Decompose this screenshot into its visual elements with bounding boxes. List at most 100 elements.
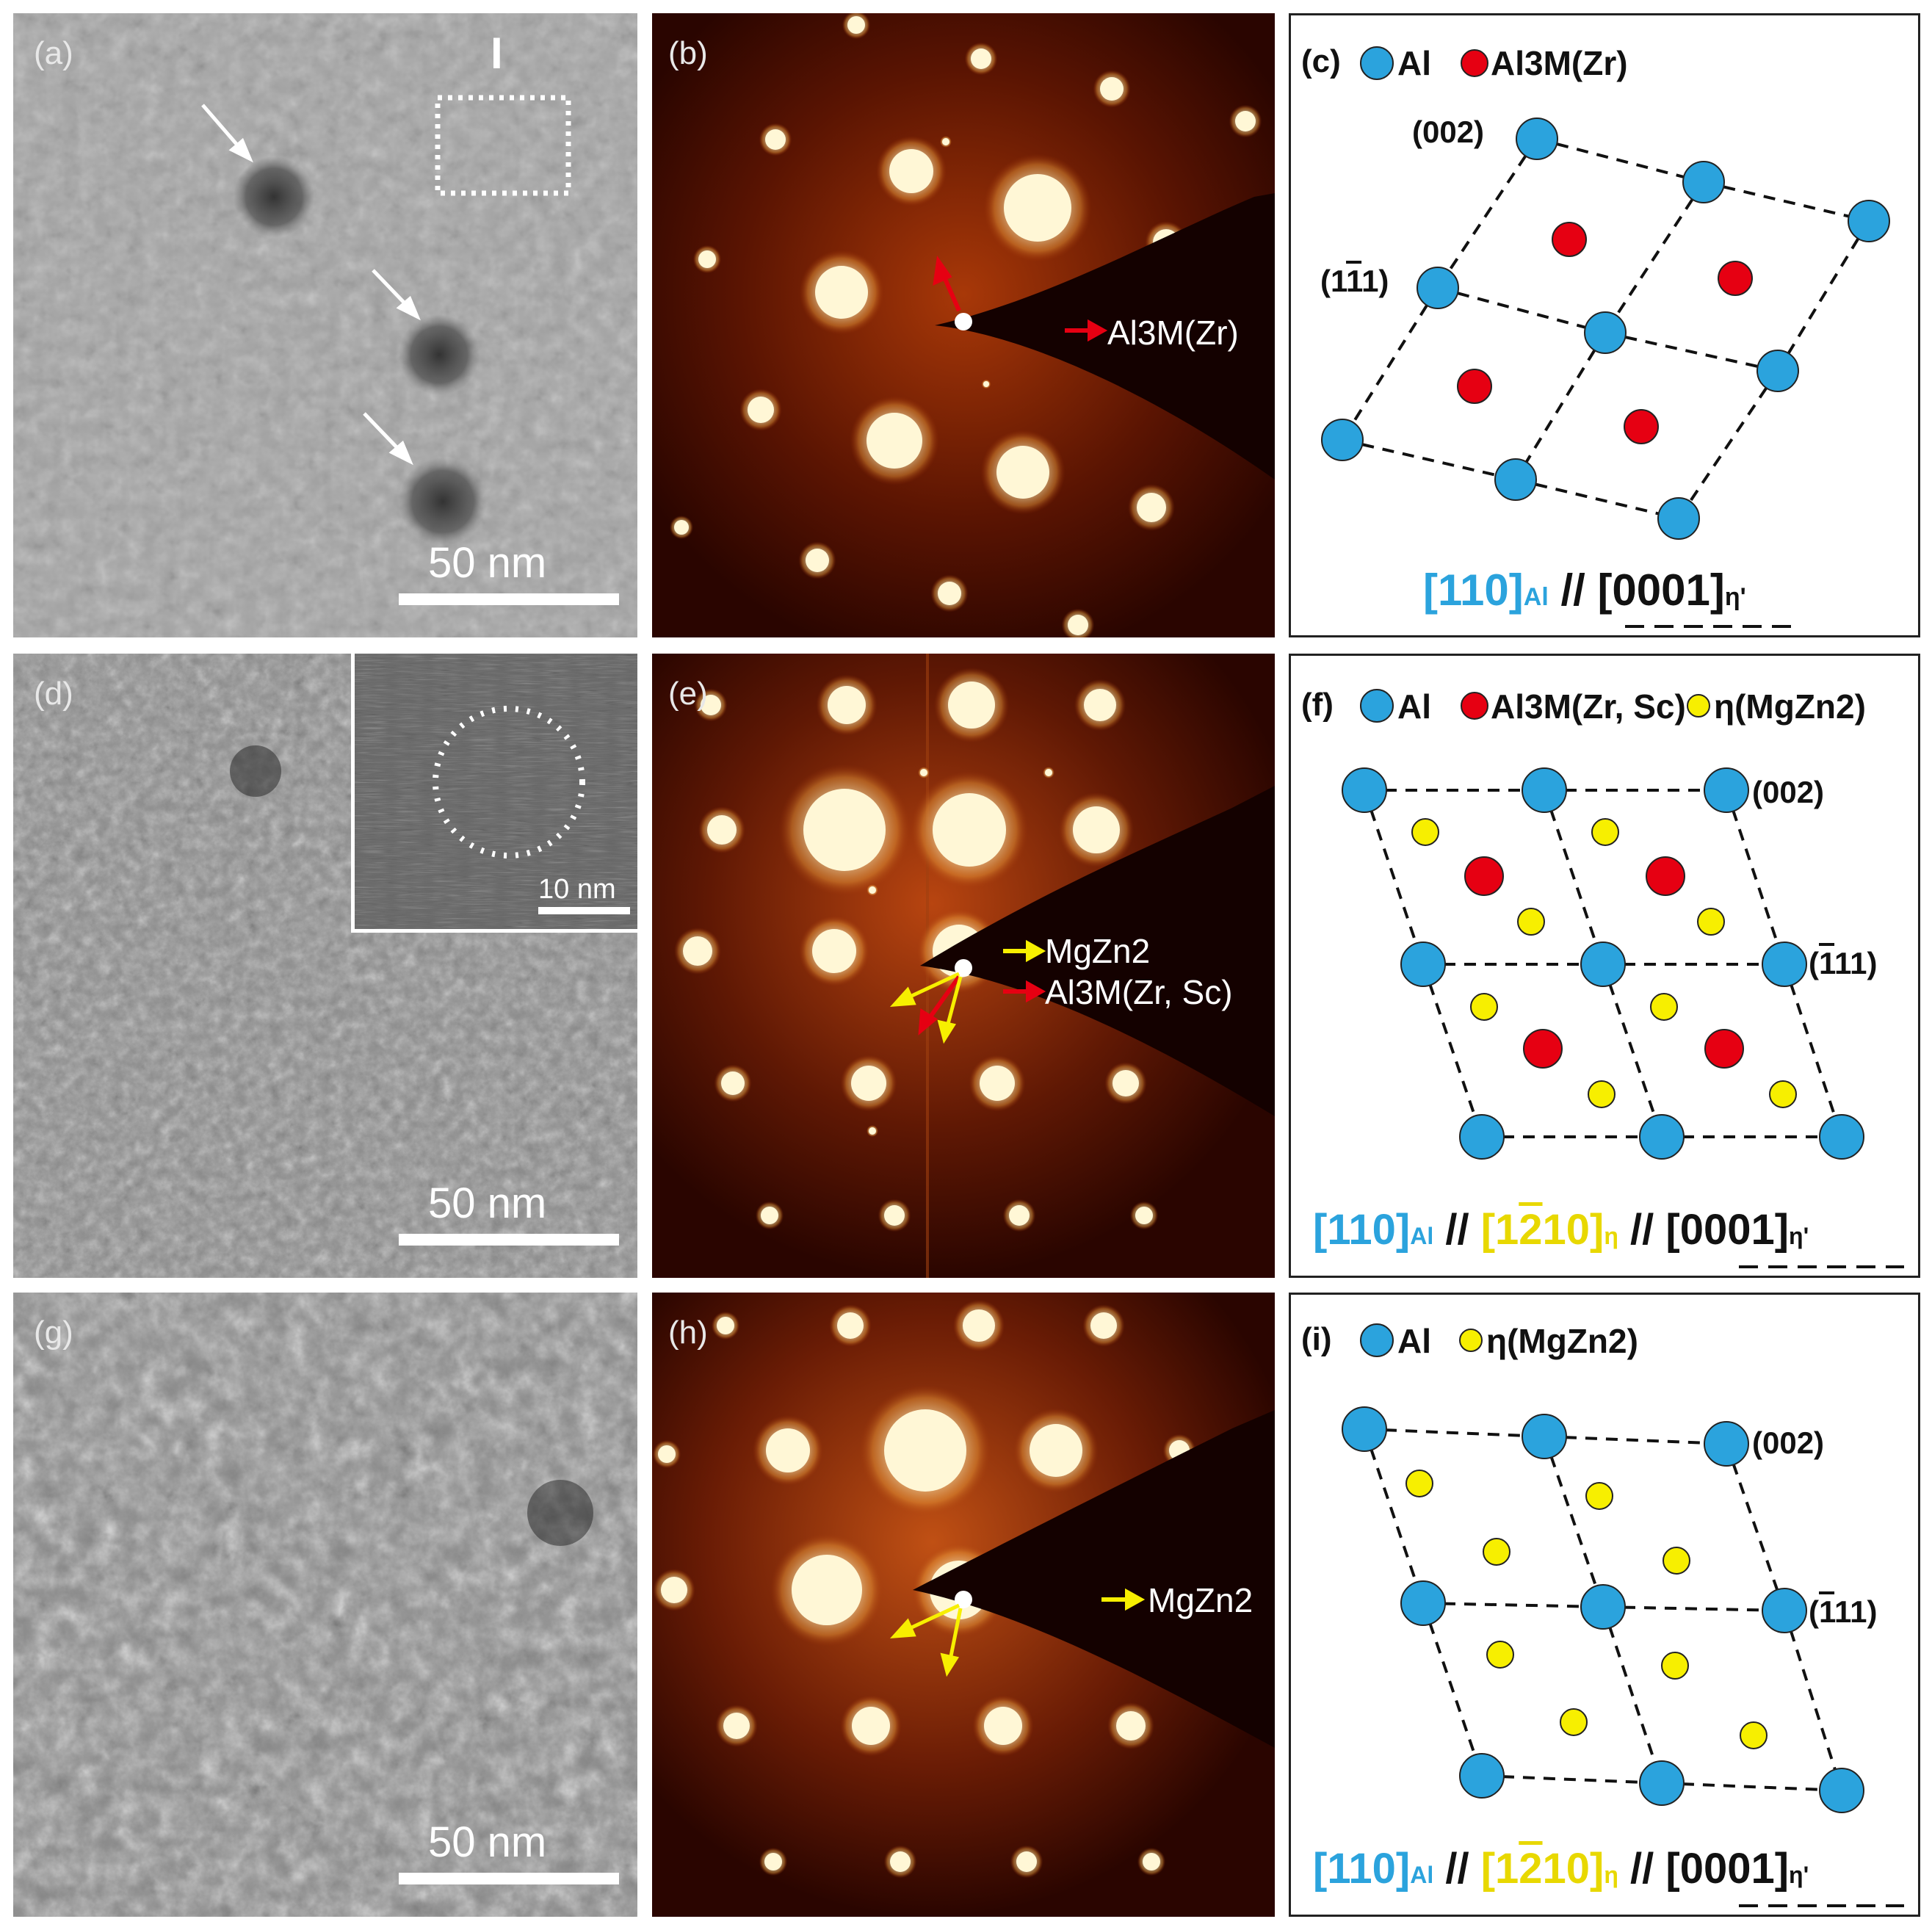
annotation-al3m: Al3M(Zr) bbox=[1107, 314, 1239, 352]
arrow-icon bbox=[363, 412, 413, 466]
arrow-icon bbox=[372, 269, 421, 321]
panel-label: (b) bbox=[668, 35, 708, 71]
al-atom bbox=[1762, 1588, 1807, 1633]
diffraction-spot bbox=[1030, 1424, 1082, 1477]
al-atom bbox=[1522, 1414, 1567, 1459]
diffraction-spot bbox=[806, 549, 829, 572]
legend-al3m-label: Al3M(Zr) bbox=[1491, 44, 1628, 82]
scale-bar bbox=[399, 593, 619, 605]
al3m-atom bbox=[1646, 856, 1685, 896]
eta-atom bbox=[1588, 1080, 1616, 1108]
al3m-atom bbox=[1464, 856, 1504, 896]
diffraction-spot bbox=[963, 1309, 995, 1342]
legend-al-label: Al bbox=[1397, 687, 1431, 726]
legend-al3m-icon bbox=[1461, 49, 1488, 77]
arrow-icon bbox=[889, 1603, 960, 1638]
al-atom bbox=[1819, 1114, 1864, 1160]
al-atom bbox=[1459, 1753, 1505, 1799]
diffraction-spot bbox=[803, 789, 886, 871]
diffraction-spot bbox=[674, 520, 689, 535]
al-atom bbox=[1584, 311, 1627, 354]
diffraction-spot bbox=[1137, 493, 1166, 522]
diffraction-spot bbox=[1100, 77, 1124, 101]
diffraction-spot bbox=[971, 48, 991, 69]
diffraction-spot bbox=[869, 1127, 876, 1135]
al-atom bbox=[1704, 1421, 1749, 1467]
diffraction-spot bbox=[889, 149, 933, 193]
diffraction-spot bbox=[723, 1713, 750, 1739]
al-atom bbox=[1494, 458, 1537, 501]
panel-label: (e) bbox=[668, 676, 708, 712]
panel-f-schematic: (f) Al Al3M(Zr, Sc) η(MgZn2) (002) (111)… bbox=[1289, 654, 1920, 1278]
diffraction-spot bbox=[1016, 1851, 1037, 1872]
arrow-icon bbox=[201, 104, 253, 163]
al-atom bbox=[1342, 1406, 1387, 1452]
diffraction-spot bbox=[1116, 1711, 1146, 1741]
eta-atom bbox=[1517, 908, 1545, 936]
annotation-al3m: Al3M(Zr, Sc) bbox=[1045, 973, 1233, 1011]
diffraction-spot bbox=[837, 1312, 864, 1339]
al-atom bbox=[1639, 1760, 1685, 1806]
diffraction-spot bbox=[1068, 615, 1088, 635]
diffraction-spot bbox=[984, 1707, 1022, 1745]
scale-bar-label: 50 nm bbox=[428, 539, 547, 587]
arrow-icon bbox=[1065, 319, 1108, 342]
beam-stop bbox=[913, 1410, 1275, 1748]
legend-eta-icon bbox=[1459, 1329, 1483, 1352]
plane-label-bar111: (111) bbox=[1809, 1594, 1878, 1629]
diffraction-spot bbox=[938, 582, 961, 605]
diffraction-spot bbox=[1009, 1205, 1030, 1226]
panel-e-diffraction: (e) MgZn2 Al3M(Zr, Sc) bbox=[652, 654, 1275, 1278]
al-atom bbox=[1400, 1580, 1446, 1626]
panel-label: (d) bbox=[34, 676, 73, 712]
eta-atom bbox=[1470, 993, 1498, 1021]
diffraction-spot bbox=[996, 446, 1049, 499]
al-atom bbox=[1342, 767, 1387, 813]
diffraction-spot bbox=[847, 16, 865, 34]
al-atom bbox=[1580, 941, 1626, 987]
scale-bar-label: 50 nm bbox=[428, 1179, 547, 1227]
diffraction-spot bbox=[766, 1428, 810, 1472]
panel-label: (h) bbox=[668, 1315, 708, 1351]
arrow-icon bbox=[1003, 980, 1046, 1003]
plane-label-1-11: (111) bbox=[1320, 264, 1389, 298]
arrow-icon bbox=[1003, 939, 1046, 963]
panel-h-diffraction: (h) MgZn2 bbox=[652, 1293, 1275, 1917]
diffraction-spot bbox=[815, 266, 868, 319]
eta-atom bbox=[1661, 1652, 1689, 1680]
scale-bar-label: 50 nm bbox=[428, 1818, 547, 1866]
panel-d-tem-image: 10 nm (d) 50 nm bbox=[13, 654, 637, 1278]
legend-al-icon bbox=[1360, 46, 1394, 80]
diffraction-spot bbox=[884, 1205, 905, 1226]
diffraction-spot bbox=[890, 1851, 911, 1872]
panel-label: (a) bbox=[34, 35, 73, 71]
panel-a-tem-image: (a) I 50 nm bbox=[13, 13, 637, 637]
orientation-relation: [110]Al // [0001]η' bbox=[1423, 565, 1746, 615]
arrow-icon bbox=[937, 976, 963, 1044]
al-atom bbox=[1819, 1768, 1864, 1813]
plane-label-002: (002) bbox=[1752, 1425, 1825, 1460]
legend-al3m-icon bbox=[1461, 692, 1488, 720]
precipitate bbox=[234, 156, 314, 237]
beam-stop bbox=[935, 193, 1275, 480]
arrow-icon bbox=[918, 975, 961, 1036]
diffraction-spot bbox=[869, 886, 876, 894]
diffraction-spot bbox=[828, 686, 866, 724]
al-atom bbox=[1762, 941, 1807, 987]
al-atom bbox=[1459, 1114, 1505, 1160]
diffraction-spot bbox=[1073, 806, 1120, 853]
precipitate bbox=[399, 314, 480, 395]
diffraction-spot bbox=[884, 1409, 966, 1492]
legend-al3m-label: Al3M(Zr, Sc) bbox=[1491, 687, 1686, 726]
diffraction-spot bbox=[748, 397, 774, 423]
diffraction-spot bbox=[851, 1066, 886, 1101]
al-atom bbox=[1321, 419, 1364, 461]
al-atom bbox=[1400, 941, 1446, 987]
legend-al-icon bbox=[1360, 689, 1394, 723]
panel-g-tem-image: (g) 50 nm bbox=[13, 1293, 637, 1917]
scale-bar bbox=[399, 1873, 619, 1884]
beam-stop bbox=[920, 786, 1275, 1116]
diffraction-spot bbox=[812, 929, 856, 973]
legend-eta-label: η(MgZn2) bbox=[1714, 687, 1866, 726]
al3m-atom bbox=[1552, 222, 1587, 257]
